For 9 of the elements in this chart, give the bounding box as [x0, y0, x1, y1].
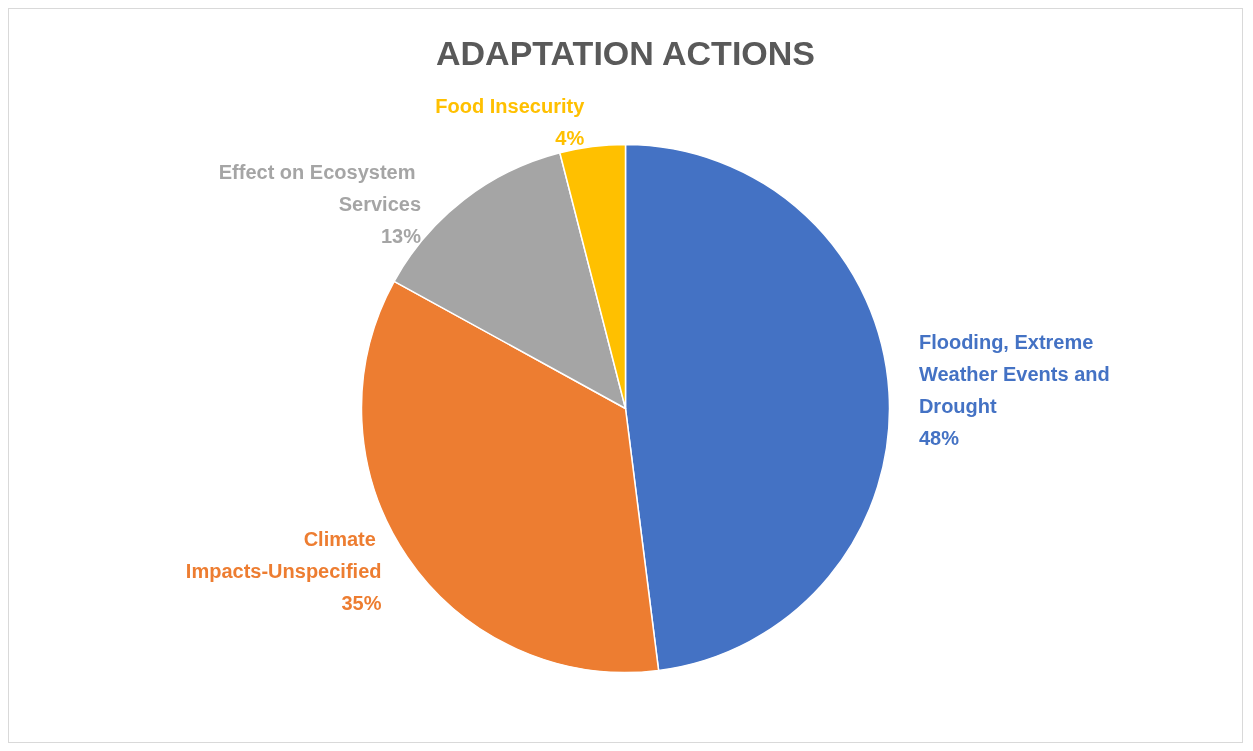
- slice-label: Effect on Ecosystem Services: [218, 160, 422, 215]
- data-label: 13%: [381, 224, 422, 247]
- slice-label: Climate Impacts-Unspecified: [185, 527, 382, 582]
- data-label: 4%: [555, 126, 585, 149]
- slice-label: Food Insecurity: [435, 94, 586, 117]
- chart-title: ADAPTATION ACTIONS: [435, 34, 816, 72]
- data-label: 48%: [918, 427, 960, 450]
- data-label: 35%: [341, 591, 382, 614]
- slice-label: Flooding, Extreme Weather Events and Drought: [918, 331, 1116, 418]
